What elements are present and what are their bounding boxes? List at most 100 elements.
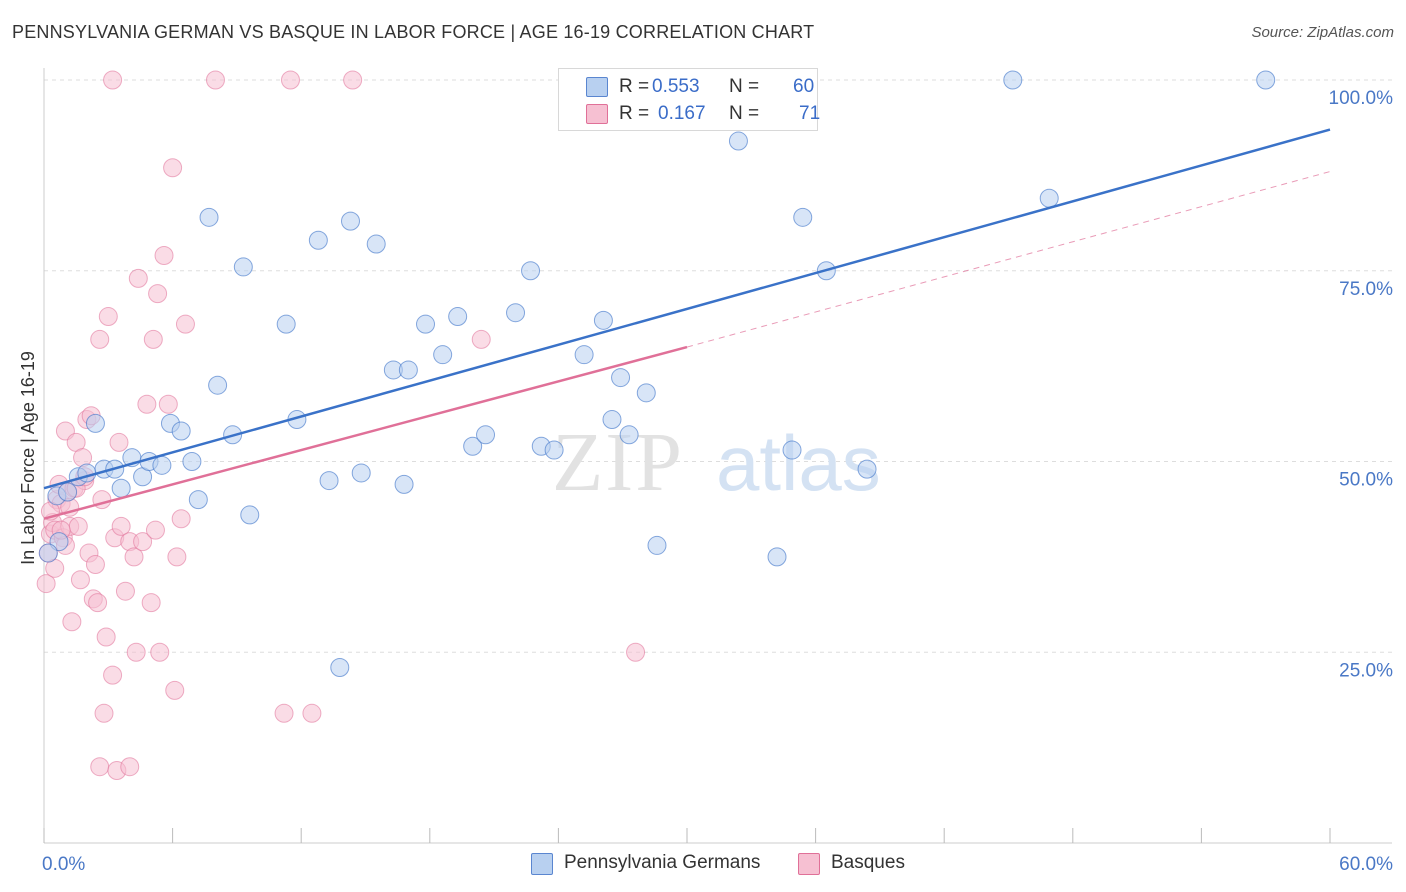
data-point-basques	[124, 547, 144, 567]
data-point-pennsylvania-germans	[171, 421, 191, 441]
data-point-basques	[90, 329, 110, 349]
stats-legend: R = 0.553 N = 60 R = 0.167 N = 71	[558, 68, 821, 131]
data-point-basques	[205, 70, 225, 90]
data-point-pennsylvania-germans	[463, 436, 483, 456]
trend-line-basques-extension	[686, 171, 1331, 348]
data-point-basques	[36, 574, 56, 594]
data-point-pennsylvania-germans	[85, 413, 105, 433]
source-label: Source: ZipAtlas.com	[1251, 24, 1394, 41]
data-point-basques	[274, 703, 294, 723]
watermark-zip: ZIP	[552, 416, 684, 509]
data-point-basques	[626, 642, 646, 662]
data-point-basques	[175, 314, 195, 334]
data-point-pennsylvania-germans	[593, 310, 613, 330]
data-point-basques	[96, 627, 116, 647]
data-point-basques	[141, 593, 161, 613]
grid-lines	[44, 79, 1392, 653]
data-point-pennsylvania-germans	[416, 314, 436, 334]
data-point-pennsylvania-germans	[152, 455, 172, 475]
data-point-basques	[133, 532, 153, 552]
data-point-pennsylvania-germans	[433, 345, 453, 365]
data-point-pennsylvania-germans	[319, 471, 339, 491]
data-point-basques	[145, 520, 165, 540]
data-point-pennsylvania-germans	[611, 368, 631, 388]
legend-swatch-blue	[586, 77, 608, 97]
legend-n-value: 71	[799, 103, 821, 124]
data-point-pennsylvania-germans	[857, 459, 877, 479]
data-point-basques	[143, 329, 163, 349]
data-point-pennsylvania-germans	[233, 257, 253, 277]
data-point-pennsylvania-germans	[619, 425, 639, 445]
legend-r-label: R =	[619, 103, 650, 124]
data-point-basques	[111, 516, 131, 536]
pennsylvania-germans-points	[38, 70, 1276, 678]
data-point-basques	[165, 680, 185, 700]
chart-title: PENNSYLVANIA GERMAN VS BASQUE IN LABOR F…	[12, 22, 815, 42]
data-point-pennsylvania-germans	[1039, 188, 1059, 208]
legend-r-value: 0.553	[652, 76, 700, 97]
data-point-pennsylvania-germans	[240, 505, 260, 525]
data-point-pennsylvania-germans	[793, 207, 813, 227]
data-point-pennsylvania-germans	[208, 375, 228, 395]
y-tick-label: 100.0%	[1329, 88, 1394, 109]
data-point-pennsylvania-germans	[448, 307, 468, 327]
y-axis-title: In Labor Force | Age 16-19	[18, 351, 38, 565]
legend-n-label: N =	[729, 76, 760, 97]
y-tick-label: 25.0%	[1339, 660, 1393, 681]
data-point-pennsylvania-germans	[506, 303, 526, 323]
data-point-pennsylvania-germans	[58, 482, 78, 502]
data-point-pennsylvania-germans	[398, 360, 418, 380]
data-point-basques	[137, 394, 157, 414]
data-point-pennsylvania-germans	[1256, 70, 1276, 90]
data-point-basques	[90, 757, 110, 777]
data-point-pennsylvania-germans	[647, 535, 667, 555]
data-point-pennsylvania-germans	[1003, 70, 1023, 90]
data-point-pennsylvania-germans	[182, 452, 202, 471]
data-point-pennsylvania-germans	[330, 658, 350, 678]
data-point-pennsylvania-germans	[782, 440, 802, 460]
data-point-pennsylvania-germans	[351, 463, 371, 483]
data-point-basques	[109, 432, 129, 452]
data-point-pennsylvania-germans	[308, 230, 328, 250]
legend-r-value: 0.167	[658, 103, 706, 124]
data-point-basques	[471, 329, 491, 349]
data-point-pennsylvania-germans	[521, 261, 541, 281]
trend-line-basques	[43, 345, 688, 520]
data-point-basques	[85, 555, 105, 575]
trend-lines	[43, 128, 1331, 520]
data-point-basques	[171, 509, 191, 529]
x-tick-label-min: 0.0%	[42, 854, 85, 875]
y-tick-label: 75.0%	[1339, 279, 1393, 300]
data-point-basques	[343, 70, 363, 90]
data-point-basques	[94, 703, 114, 723]
x-tick-label-max: 60.0%	[1339, 854, 1393, 875]
data-point-pennsylvania-germans	[636, 383, 656, 403]
data-point-basques	[120, 757, 140, 777]
data-point-pennsylvania-germans	[544, 440, 564, 460]
data-point-basques	[163, 158, 183, 178]
data-point-pennsylvania-germans	[188, 490, 208, 510]
legend-n-value: 60	[793, 76, 815, 97]
data-point-basques	[150, 642, 170, 662]
watermark-atlas: atlas	[716, 419, 881, 507]
data-point-pennsylvania-germans	[476, 425, 496, 445]
bottom-legend-swatch-pink	[798, 853, 820, 875]
data-point-pennsylvania-germans	[111, 478, 131, 498]
data-point-basques	[98, 307, 118, 327]
data-point-pennsylvania-germans	[276, 314, 296, 334]
watermark: ZIP atlas	[552, 416, 881, 509]
data-point-basques	[126, 642, 146, 662]
data-point-basques	[154, 245, 174, 265]
axes	[43, 68, 1392, 844]
bottom-legend-swatch-blue	[531, 853, 553, 875]
data-point-basques	[68, 516, 88, 536]
bottom-legend-label: Pennsylvania Germans	[564, 852, 761, 873]
data-point-basques	[280, 70, 300, 90]
trend-line-pennsylvania-germans	[43, 128, 1331, 490]
data-point-basques	[88, 593, 108, 613]
data-point-basques	[115, 581, 135, 601]
data-point-pennsylvania-germans	[199, 207, 219, 227]
data-point-pennsylvania-germans	[394, 474, 414, 494]
data-point-basques	[148, 284, 168, 304]
